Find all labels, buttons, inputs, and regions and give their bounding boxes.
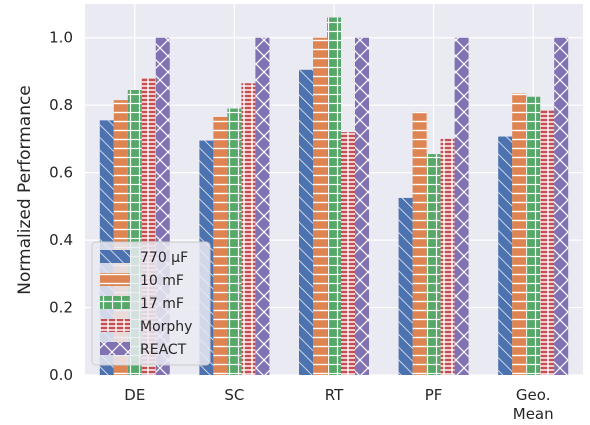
bar-hatch [313,37,327,376]
x-tick-label: SC [224,386,244,404]
bar-hatch [554,37,569,376]
bar-hatch [327,17,341,376]
legend-label: Morphy [140,319,192,335]
y-tick-label: 0.8 [49,96,73,114]
bar-hatch [341,132,355,375]
x-tick-labels: DE SC RT PF Geo.Mean [124,386,553,423]
bar-hatch [412,111,427,375]
legend-swatch-hatch [100,319,130,332]
legend: 770 μF 10 mF 17 mF Morphy REACT [91,241,211,366]
y-tick-label: 0.4 [49,231,73,249]
legend-swatch-hatch [100,342,130,355]
bar-hatch [440,138,455,375]
bar-hatch [213,116,228,376]
y-tick-label: 1.0 [49,29,73,47]
y-axis-title: Normalized Performance [15,85,35,295]
legend-box [91,241,211,366]
bar-hatch [526,96,541,375]
bar-hatch [426,154,441,375]
y-tick-label: 0.2 [49,299,73,317]
bars [99,17,569,376]
y-tick-labels: 0.0 0.2 0.4 0.6 0.8 1.0 [49,29,73,384]
legend-label: 10 mF [140,273,184,289]
bar-hatch [398,197,413,375]
legend-swatch-hatch [100,296,130,309]
bar-hatch [299,69,313,375]
bar-hatch [255,37,270,376]
x-tick-label: RT [325,386,344,404]
bar-hatch [512,93,527,376]
bar-hatch [540,110,555,375]
x-tick-label: DE [124,386,145,404]
y-tick-label: 0.6 [49,164,73,182]
bar-hatch [454,37,469,376]
x-tick-label: Geo. [516,386,551,404]
bar-hatch [355,37,369,376]
legend-label: 17 mF [140,296,184,312]
bar-hatch [227,108,242,376]
bar-hatch [498,136,513,375]
legend-swatch-hatch [100,250,130,263]
legend-label: REACT [140,342,187,358]
y-tick-label: 0.0 [49,366,73,384]
legend-label: 770 μF [140,250,188,266]
x-tick-label: Mean [513,405,554,423]
bar-hatch [241,83,256,375]
legend-swatch-hatch [100,273,130,286]
x-tick-label: PF [425,386,443,404]
